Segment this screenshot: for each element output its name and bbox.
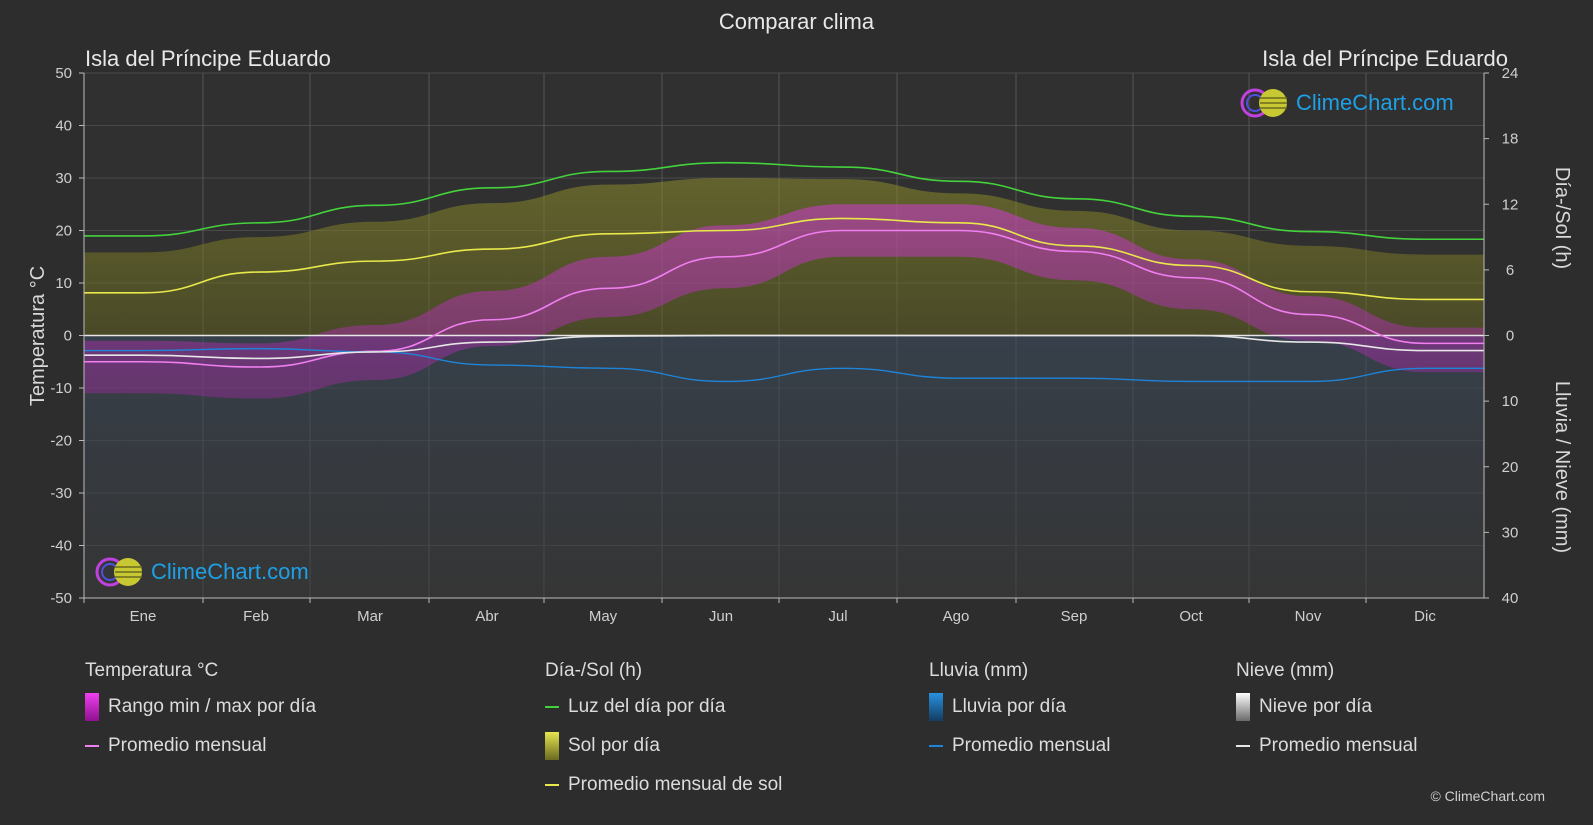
- legend-temperature-header: Temperatura °C: [85, 660, 219, 681]
- y-left-tick-label: 30: [55, 170, 72, 187]
- y-left-tick-label: -10: [50, 380, 72, 397]
- snow-avg-line: [84, 334, 1484, 360]
- line-swatch-icon: [545, 706, 559, 708]
- legend-item: Luz del día por día: [545, 696, 782, 735]
- sunshine-swatch-icon: [545, 732, 559, 760]
- y-right-bottom-tick-label: 40: [1502, 590, 1519, 607]
- rain-avg-line: [84, 347, 1484, 383]
- y-left-tick-label: -20: [50, 433, 72, 450]
- legend-item: Promedio mensual: [1236, 735, 1417, 774]
- x-tick-label: Jun: [709, 608, 733, 625]
- legend-snow-header: Nieve (mm): [1236, 660, 1335, 681]
- line-swatch-icon: [929, 745, 943, 747]
- legend-item: Promedio mensual: [85, 735, 316, 774]
- y-left-tick-label: 0: [64, 328, 72, 345]
- legend-sun: Día-/Sol (h) Luz del día por día Sol por…: [545, 660, 782, 813]
- temperature-range-area: [84, 204, 1484, 399]
- legend-temperature: Temperatura °C Rango min / max por día P…: [85, 660, 316, 774]
- x-tick-label: Abr: [475, 608, 498, 625]
- x-tick-label: Jul: [828, 608, 847, 625]
- legend-rain: Lluvia (mm) Lluvia por día Promedio mens…: [929, 660, 1110, 774]
- logo-text: ClimeChart.com: [1296, 90, 1454, 115]
- y-right-top-tick-label: 0: [1506, 328, 1514, 345]
- legend-label: Promedio mensual: [108, 735, 267, 756]
- data-areas: [84, 178, 1484, 598]
- legend-item: Sol por día: [545, 732, 782, 774]
- line-swatch-icon: [1236, 745, 1250, 747]
- y-right-bottom-tick-label: 10: [1502, 393, 1519, 410]
- legend-label: Nieve por día: [1259, 696, 1373, 717]
- x-tick-label: Sep: [1061, 608, 1088, 625]
- location-left: Isla del Príncipe Eduardo: [85, 46, 331, 71]
- y-left-tick-label: -30: [50, 485, 72, 502]
- y-left-tick-label: -50: [50, 590, 72, 607]
- y-left-tick-label: 20: [55, 223, 72, 240]
- legend-item: Nieve por día: [1236, 693, 1417, 735]
- legend-label: Luz del día por día: [568, 696, 726, 717]
- y-right-top-tick-label: 18: [1502, 131, 1519, 148]
- climechart-logo-icon: [1238, 86, 1294, 120]
- y-right-top-tick-label: 24: [1502, 65, 1519, 82]
- copyright: © ClimeChart.com: [1430, 788, 1545, 804]
- x-tick-label: May: [589, 608, 618, 625]
- y-right-bottom-tick-label: 30: [1502, 524, 1519, 541]
- legend-label: Promedio mensual de sol: [568, 774, 783, 795]
- legend-label: Promedio mensual: [1259, 735, 1418, 756]
- line-swatch-icon: [85, 745, 99, 747]
- legend-sun-header: Día-/Sol (h): [545, 660, 643, 681]
- rain-swatch-icon: [929, 693, 943, 721]
- x-tick-label: Mar: [357, 608, 383, 625]
- y-axis-right-bottom-title: Lluvia / Nieve (mm): [1551, 381, 1573, 553]
- legend-label: Sol por día: [568, 735, 660, 756]
- legend-label: Promedio mensual: [952, 735, 1111, 756]
- x-tick-label: Ene: [130, 608, 157, 625]
- legend-item: Promedio mensual de sol: [545, 774, 782, 813]
- daylight-line: [84, 161, 1484, 241]
- location-right: Isla del Príncipe Eduardo: [1262, 46, 1508, 71]
- range-swatch-icon: [85, 693, 99, 721]
- y-right-bottom-tick-label: 20: [1502, 459, 1519, 476]
- line-swatch-icon: [545, 784, 559, 786]
- x-tick-label: Dic: [1414, 608, 1436, 625]
- y-right-top-tick-label: 12: [1502, 196, 1519, 213]
- y-axis-right-top-title: Día-/Sol (h): [1551, 167, 1573, 269]
- data-lines: [84, 161, 1484, 383]
- legend-label: Rango min / max por día: [108, 696, 317, 717]
- legend-item: Promedio mensual: [929, 735, 1110, 774]
- y-left-tick-label: 40: [55, 118, 72, 135]
- snow-swatch-icon: [1236, 693, 1250, 721]
- legend-item: Rango min / max por día: [85, 693, 317, 735]
- legend-label: Lluvia por día: [952, 696, 1067, 717]
- logo-bottom[interactable]: ClimeChart.com: [93, 555, 309, 589]
- x-tick-label: Ago: [943, 608, 970, 625]
- y-axis-left-title: Temperatura °C: [27, 266, 49, 406]
- y-right-top-tick-label: 6: [1506, 262, 1514, 279]
- logo-top[interactable]: ClimeChart.com: [1238, 86, 1454, 120]
- y-left-tick-label: 10: [55, 275, 72, 292]
- x-tick-label: Oct: [1179, 608, 1203, 625]
- climechart-logo-icon: [93, 555, 149, 589]
- x-tick-label: Nov: [1295, 608, 1322, 625]
- logo-text: ClimeChart.com: [151, 559, 309, 584]
- temperature-avg-line: [84, 229, 1484, 368]
- chart-title: Comparar clima: [718, 9, 875, 34]
- y-left-tick-label: 50: [55, 65, 72, 82]
- x-tick-label: Feb: [243, 608, 269, 625]
- legend-snow: Nieve (mm) Nieve por día Promedio mensua…: [1236, 660, 1417, 774]
- axis-ticks: 50 40 30 20 10 0 -10 -20 -30 -40 -50 24 18 12 6 0 10 20 30…: [50, 65, 1518, 625]
- legend-rain-header: Lluvia (mm): [929, 660, 1029, 681]
- sunshine-avg-line: [84, 217, 1484, 301]
- legend-item: Lluvia por día: [929, 693, 1110, 735]
- y-left-tick-label: -40: [50, 538, 72, 555]
